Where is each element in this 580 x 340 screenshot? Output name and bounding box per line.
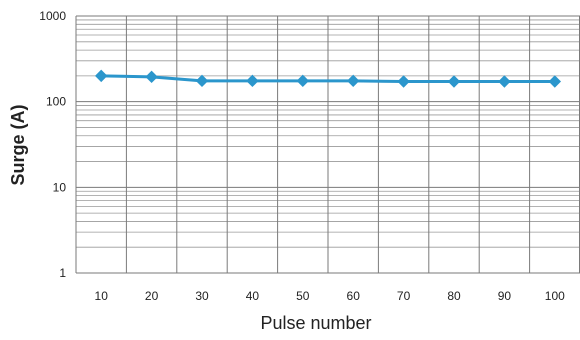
- y-axis-label: Surge (A): [8, 104, 28, 185]
- x-tick-label: 20: [145, 289, 159, 303]
- x-tick-label: 40: [246, 289, 260, 303]
- series-layer: [94, 69, 562, 88]
- y-tick-label: 1000: [39, 9, 66, 23]
- y-axis-tick-labels: 1 10 100 1000: [39, 9, 66, 280]
- x-tick-label: 100: [545, 289, 565, 303]
- y-tick-label: 1: [59, 266, 66, 280]
- x-tick-label: 70: [397, 289, 411, 303]
- data-point-marker: [246, 74, 259, 88]
- y-tick-label: 100: [46, 95, 66, 109]
- x-axis-tick-labels: 10 20 30 40 50 60 70 80 90 100: [95, 289, 566, 303]
- data-point-marker: [296, 74, 310, 88]
- data-point-marker: [94, 69, 108, 83]
- x-tick-label: 90: [498, 289, 512, 303]
- data-point-marker: [548, 75, 562, 88]
- data-point-marker: [447, 75, 461, 88]
- series-line: [101, 74, 555, 83]
- x-tick-label: 50: [296, 289, 310, 303]
- x-tick-label: 60: [347, 289, 361, 303]
- data-point-marker: [346, 74, 360, 88]
- x-tick-label: 30: [195, 289, 209, 303]
- x-axis-label: Pulse number: [260, 313, 371, 333]
- x-tick-label: 10: [95, 289, 109, 303]
- y-tick-label: 10: [53, 180, 67, 194]
- data-point-marker: [498, 75, 511, 88]
- x-tick-label: 80: [447, 289, 461, 303]
- data-point-marker: [145, 70, 158, 84]
- data-point-marker: [195, 74, 209, 88]
- data-point-marker: [397, 75, 410, 88]
